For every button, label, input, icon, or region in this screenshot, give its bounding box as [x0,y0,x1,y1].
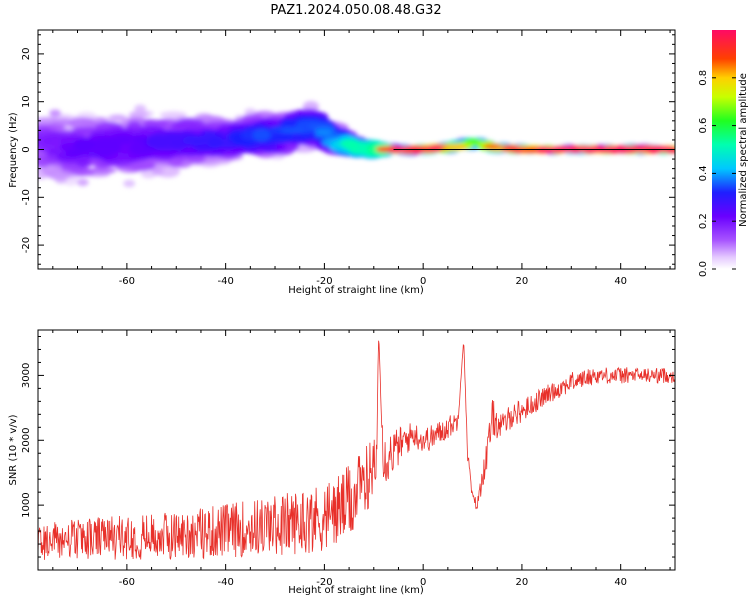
colorbar-label: Normalized spectral amplitude [738,73,749,227]
x-tick-label: -40 [217,276,233,287]
snr-series-line [38,340,675,560]
figure-title: PAZ1.2024.050.08.48.G32 [270,3,441,18]
x-tick-label: 40 [614,276,627,287]
heatmap-cell [280,127,305,134]
heatmap-cell [128,111,149,119]
x-tick-label: 0 [420,577,426,588]
x-tick-label: 20 [516,276,529,287]
colorbar-tick-label: 0.0 [698,261,709,277]
y-tick-label: 2000 [21,428,32,453]
heatmap-cell [159,111,187,119]
colorbar-tick-label: 0.4 [698,165,709,181]
snr-panel: -60 -40 -20 0 20 40 1000 2000 3000 Height of str… [8,329,676,596]
heatmap-cell [101,138,122,149]
snr-ylabel: SNR (10 * v/v) [8,414,19,485]
heatmap-cell [134,104,147,113]
heatmap-cell [42,136,67,146]
x-tick-label: 40 [614,577,627,588]
y-tick-label: -20 [21,237,32,253]
heatmap-ticks: -60 -40 -20 0 20 40 -20 -10 0 10 20 [21,30,675,287]
heatmap-ylabel: Frequency (Hz) [8,112,19,188]
colorbar-tick-label: 0.8 [698,70,709,86]
heatmap-cell [41,167,57,176]
heatmap-cell [108,114,127,121]
heatmap-cell [127,117,146,123]
heatmap-cell [449,144,468,151]
heatmap-cell [123,179,136,188]
x-tick-label: -40 [217,577,233,588]
x-tick-label: 20 [516,577,529,588]
heatmap-xlabel: Height of straight line (km) [288,285,424,296]
heatmap-cell [315,129,332,136]
heatmap-cell [207,136,224,149]
x-tick-label: 0 [420,276,426,287]
heatmap-cell [628,146,647,152]
heatmap-cell [84,147,113,159]
colorbar-gradient [712,30,736,269]
heatmap-cell [182,135,209,146]
heatmap-cell [425,145,444,151]
heatmap-cell [49,109,61,118]
heatmap-cell [406,147,424,154]
y-tick-label: 3000 [21,363,32,388]
colorbar: 0.0 0.2 0.4 0.6 0.8 Normalized spectral ampl… [698,30,749,277]
colorbar-tick-label: 0.2 [698,213,709,229]
x-tick-label: -60 [119,276,135,287]
x-tick-label: -20 [316,577,332,588]
heatmap-cell [252,128,271,142]
y-tick-label: 10 [21,95,32,108]
heatmap-cell [64,149,86,158]
y-tick-label: -10 [21,189,32,205]
heatmap-cells [38,101,675,188]
x-tick-label: -20 [316,276,332,287]
x-tick-label: -60 [119,577,135,588]
heatmap-cell [76,178,89,187]
y-tick-label: 0 [21,146,32,152]
snr-xlabel: Height of straight line (km) [288,585,424,596]
y-tick-label: 20 [21,48,32,61]
y-tick-label: 1000 [21,492,32,517]
heatmap-cell [73,138,95,151]
heatmap-cell [88,167,117,174]
colorbar-tick-label: 0.6 [698,118,709,134]
heatmap-cell [483,143,502,150]
colorbar-ticks: 0.0 0.2 0.4 0.6 0.8 [698,70,736,277]
snr-frame [37,329,676,571]
snr-ticks: -60 -40 -20 0 20 40 1000 2000 3000 [21,330,675,588]
heatmap-cell [47,147,63,156]
heatmap-panel: -60 -40 -20 0 20 40 -20 -10 0 10 20 Height of stra… [8,29,676,296]
heatmap-cell [340,138,359,149]
